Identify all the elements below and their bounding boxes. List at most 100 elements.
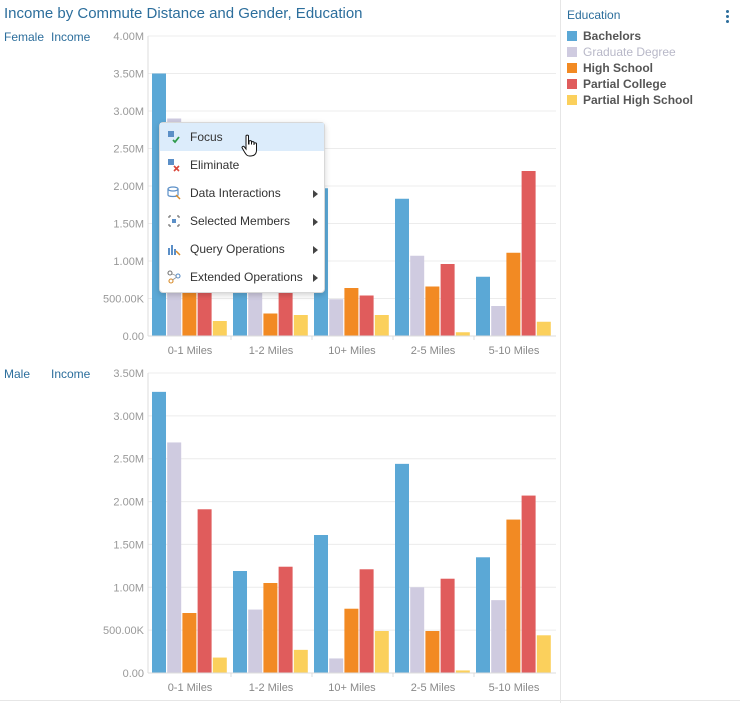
bar[interactable] (314, 535, 328, 673)
y-tick-label: 3.50M (113, 69, 144, 81)
x-tick-label: 1-2 Miles (249, 345, 294, 357)
x-tick-label: 1-2 Miles (249, 682, 294, 694)
menu-item-label: Eliminate (190, 158, 240, 172)
menu-item-data-interactions[interactable]: Data Interactions (160, 179, 324, 207)
x-tick-label: 0-1 Miles (168, 345, 213, 357)
bar[interactable] (425, 286, 440, 337)
legend-item[interactable]: Partial College (567, 76, 737, 92)
legend-item[interactable]: Graduate Degree (567, 44, 737, 60)
legend-label: Graduate Degree (583, 45, 676, 59)
selected-members-icon (168, 215, 180, 227)
bar[interactable] (491, 600, 506, 673)
context-menu: Focus Eliminate Data Interactions Select… (159, 122, 325, 293)
legend-label: High School (583, 61, 653, 75)
bar[interactable] (278, 566, 293, 673)
menu-item-extended-operations[interactable]: Extended Operations (160, 263, 324, 291)
y-tick-label: 3.50M (113, 368, 144, 380)
bar[interactable] (440, 578, 455, 673)
legend-label: Bachelors (583, 29, 642, 43)
bar[interactable] (344, 608, 359, 673)
legend-item[interactable]: High School (567, 60, 737, 76)
bar[interactable] (344, 288, 359, 336)
bar[interactable] (506, 519, 521, 673)
x-tick-label: 10+ Miles (328, 682, 376, 694)
bar[interactable] (374, 315, 389, 336)
x-tick-label: 0-1 Miles (168, 682, 213, 694)
query-operations-icon (168, 245, 181, 256)
bar[interactable] (152, 391, 166, 673)
bar[interactable] (536, 635, 551, 673)
legend-label: Partial College (583, 77, 667, 91)
legend-item[interactable]: Bachelors (567, 28, 737, 44)
hand-cursor-icon (241, 134, 257, 157)
bar[interactable] (182, 283, 197, 337)
bar[interactable] (233, 571, 247, 673)
legend-swatch (567, 31, 577, 41)
bar[interactable] (491, 306, 506, 336)
bar[interactable] (521, 171, 536, 336)
bar[interactable] (212, 657, 227, 673)
bar[interactable] (440, 264, 455, 336)
data-interactions-icon (167, 186, 181, 200)
bar[interactable] (410, 587, 425, 673)
menu-item-label: Focus (190, 130, 223, 144)
bar[interactable] (395, 463, 409, 673)
menu-item-query-operations[interactable]: Query Operations (160, 235, 324, 263)
more-options-icon[interactable] (724, 10, 730, 28)
x-tick-label: 5-10 Miles (489, 345, 540, 357)
y-tick-label: 4.00M (113, 31, 144, 43)
menu-item-label: Selected Members (190, 214, 291, 228)
bar[interactable] (359, 295, 374, 337)
bar[interactable] (278, 287, 293, 336)
bar[interactable] (197, 509, 212, 673)
bar[interactable] (476, 557, 490, 673)
menu-item-eliminate[interactable]: Eliminate (160, 151, 324, 179)
bar[interactable] (374, 631, 389, 673)
x-tick-label: 2-5 Miles (411, 682, 456, 694)
bar[interactable] (167, 442, 182, 673)
menu-item-label: Query Operations (190, 242, 285, 256)
submenu-arrow-icon (313, 218, 318, 226)
bar[interactable] (263, 583, 278, 673)
bar[interactable] (197, 287, 212, 336)
bar[interactable] (521, 495, 536, 673)
bar[interactable] (506, 252, 521, 336)
y-tick-label: 2.50M (113, 144, 144, 156)
row-label-gender-female: Female (4, 30, 45, 44)
y-tick-label: 2.00M (113, 181, 144, 193)
bar[interactable] (476, 276, 490, 336)
x-tick-label: 10+ Miles (328, 345, 376, 357)
chart-title: Income by Commute Distance and Gender, E… (4, 5, 363, 22)
bar[interactable] (395, 198, 409, 336)
bar[interactable] (329, 299, 344, 336)
legend-item[interactable]: Partial High School (567, 92, 737, 108)
bar[interactable] (248, 283, 263, 337)
bar[interactable] (425, 631, 440, 673)
menu-item-label: Data Interactions (190, 186, 281, 200)
bar[interactable] (455, 670, 470, 673)
bar[interactable] (329, 658, 344, 673)
bar[interactable] (410, 255, 425, 336)
bar[interactable] (359, 569, 374, 673)
bar[interactable] (293, 649, 308, 673)
bar[interactable] (293, 315, 308, 336)
row-label-gender-male: Male (4, 367, 31, 381)
bar[interactable] (212, 321, 227, 336)
bottom-border (0, 700, 740, 701)
bar[interactable] (182, 613, 197, 673)
legend-swatch (567, 95, 577, 105)
y-tick-label: 2.50M (113, 454, 144, 466)
legend-swatch (567, 79, 577, 89)
y-tick-label: 0.00 (123, 668, 144, 680)
bar[interactable] (263, 313, 278, 337)
legend-title: Education (567, 8, 621, 22)
bar[interactable] (536, 321, 551, 336)
menu-item-selected-members[interactable]: Selected Members (160, 207, 324, 235)
bar[interactable] (455, 332, 470, 336)
legend-swatch (567, 63, 577, 73)
chart-canvas[interactable]: 0.00 500.00K 1.00M 1.50M 2.00M 2.50M 3.00M 3.50… (0, 0, 560, 703)
menu-item-label: Extended Operations (190, 270, 303, 284)
x-tick-label: 5-10 Miles (489, 682, 540, 694)
bar[interactable] (248, 609, 263, 673)
legend-divider (560, 0, 561, 703)
